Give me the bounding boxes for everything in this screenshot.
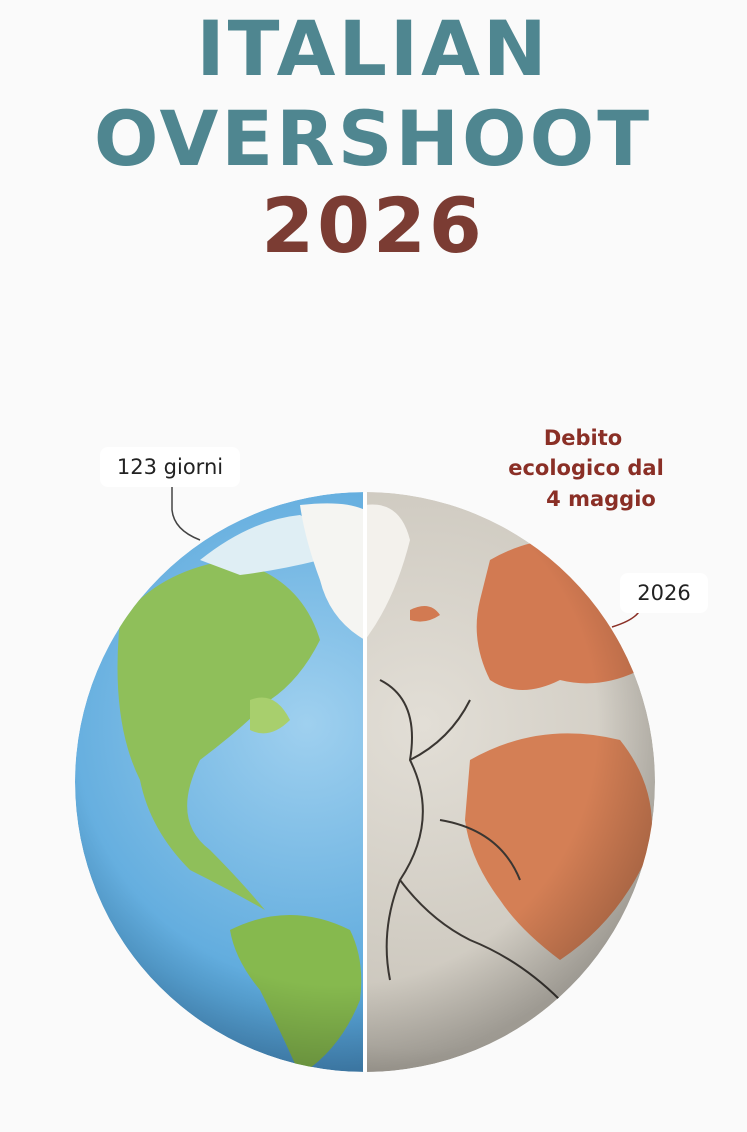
debt-label: Debito <box>544 426 622 450</box>
debt-label: 4 maggio <box>546 487 656 511</box>
days-label: 123 giorni <box>117 455 223 479</box>
label-box <box>100 447 240 487</box>
title-year: 2026 <box>261 181 485 270</box>
globe <box>75 492 655 1072</box>
debt-label: ecologico dal <box>508 456 664 480</box>
label-box <box>620 573 708 613</box>
year-label: 2026 <box>637 581 690 605</box>
title-line: ITALIAN <box>196 4 549 93</box>
title-line: OVERSHOOT <box>94 94 652 183</box>
